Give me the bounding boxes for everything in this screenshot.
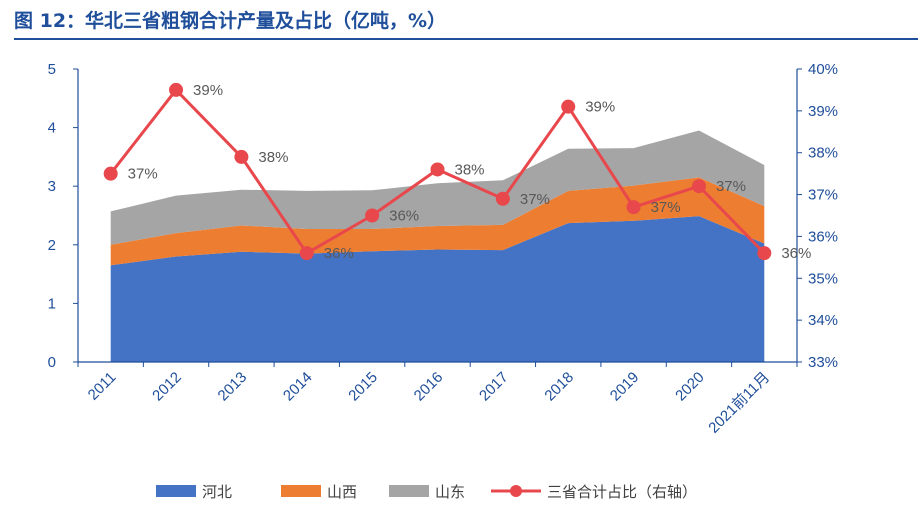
right-tick-label: 35% (808, 270, 838, 287)
ratio-point (561, 99, 576, 114)
left-tick-label: 4 (48, 120, 56, 137)
legend-swatch (281, 485, 321, 497)
x-tick-label: 2018 (541, 369, 577, 405)
area-series-1 (110, 216, 765, 362)
ratio-point (299, 246, 314, 261)
right-tick-label: 38% (808, 145, 838, 162)
left-tick-label: 0 (48, 354, 56, 371)
chart-title: 图 12：华北三省粗钢合计产量及占比（亿吨，%） (14, 10, 447, 32)
ratio-data-label: 39% (193, 82, 223, 99)
legend-label: 山西 (327, 483, 357, 501)
left-tick-label: 2 (48, 237, 56, 254)
legend-swatch (156, 485, 196, 497)
ratio-data-label: 37% (520, 191, 550, 208)
ratio-point (234, 149, 249, 164)
x-tick-label: 2017 (476, 369, 512, 405)
ratio-line-layer: 37% 39% 38% 36% 36% 38% 37% 39% 37% 37% 36% (103, 82, 811, 262)
ratio-data-label: 38% (258, 149, 288, 166)
left-tick-label: 5 (48, 61, 56, 78)
ratio-point (626, 200, 641, 215)
right-tick-label: 40% (808, 61, 838, 78)
legend-label: 山东 (435, 483, 465, 501)
legend-marker (510, 485, 522, 497)
left-tick-label: 1 (48, 295, 56, 312)
ratio-data-label: 39% (585, 99, 615, 116)
right-tick-label: 34% (808, 312, 838, 329)
x-tick-label: 2020 (672, 369, 708, 405)
area-series-2 (110, 177, 765, 266)
legend-label: 三省合计占比（右轴） (547, 483, 697, 501)
ratio-point (430, 162, 445, 177)
legend: 河北 山西 山东 三省合计占比（右轴） (156, 483, 697, 501)
ratio-point (169, 82, 184, 97)
ratio-point (103, 166, 118, 181)
ratio-data-label: 36% (324, 245, 354, 262)
legend-swatch (389, 485, 429, 497)
legend-label: 河北 (202, 483, 232, 501)
x-tick-label: 2015 (345, 369, 381, 405)
x-tick-label: 2012 (149, 369, 185, 405)
right-tick-label: 37% (808, 187, 838, 204)
ratio-data-label: 37% (128, 166, 158, 183)
ratio-point (691, 179, 706, 194)
ratio-data-label: 36% (389, 208, 419, 225)
x-tick-label: 2019 (607, 369, 643, 405)
ratio-point (365, 208, 380, 223)
x-tick-label: 2016 (411, 369, 447, 405)
right-tick-label: 39% (808, 103, 838, 120)
right-tick-label: 36% (808, 228, 838, 245)
ratio-point (495, 191, 510, 206)
x-tick-label: 2013 (215, 369, 251, 405)
left-tick-label: 3 (48, 178, 56, 195)
ratio-data-label: 37% (651, 199, 681, 216)
right-tick-label: 33% (808, 354, 838, 371)
ratio-data-label: 38% (455, 161, 485, 178)
x-tick-label: 2011 (85, 369, 120, 404)
title-divider (14, 38, 918, 40)
x-tick-label: 2021前11月 (705, 369, 773, 437)
ratio-data-label: 36% (781, 245, 811, 262)
ratio-point (757, 246, 772, 261)
ratio-data-label: 37% (716, 178, 746, 195)
x-tick-label: 2014 (280, 369, 316, 405)
